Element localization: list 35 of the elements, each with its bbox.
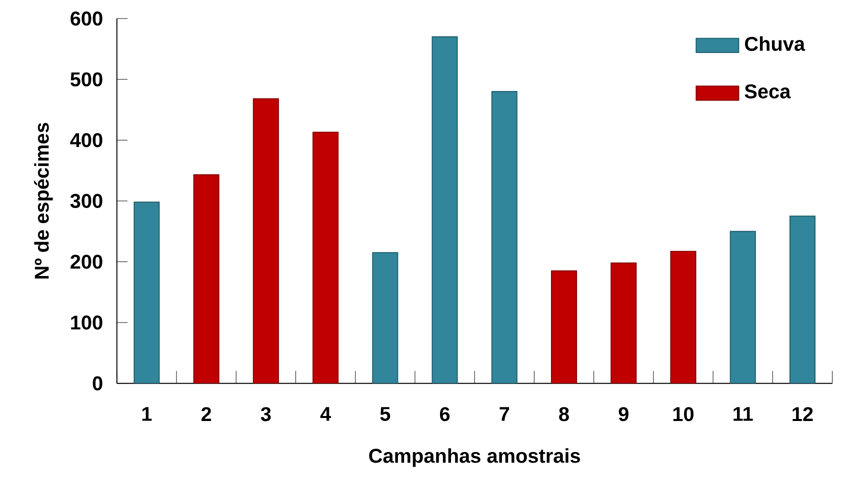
y-tick-label: 400 [70,133,102,148]
bar [252,98,279,384]
bar [312,132,339,384]
x-tick-label: 10 [673,407,694,422]
bar [193,174,220,384]
y-tick-label: 300 [70,194,102,208]
x-tick-label: 4 [320,407,331,421]
x-tick-label: 1 [142,407,152,421]
x-tick-label: 7 [500,407,510,421]
bar [432,36,458,384]
bar [610,262,637,384]
x-tick-label: 6 [440,407,450,422]
x-tick-label: 12 [792,407,813,421]
legend-label: Chuva [744,36,806,51]
y-tick-label: 500 [70,72,102,86]
bar [730,230,756,384]
x-axis-title: Campanhas amostrais [369,448,580,467]
bar [550,270,578,384]
y-tick-label: 0 [92,376,102,390]
y-tick-label: 100 [71,316,102,330]
bar [134,202,160,384]
bar [372,252,398,384]
legend-label: Seca [744,84,791,98]
bar [789,216,816,384]
x-tick-label: 8 [559,407,569,422]
x-tick-label: 3 [260,407,271,422]
bar [491,91,518,384]
x-tick-label: 5 [380,407,390,421]
x-tick-label: 9 [618,407,628,422]
y-axis-title: Nº de espécimes [34,122,53,279]
bar [670,250,696,384]
y-tick-label: 600 [70,12,102,26]
x-tick-label: 11 [734,407,753,421]
x-tick-label: 2 [201,407,212,421]
y-tick-label: 200 [70,254,102,269]
